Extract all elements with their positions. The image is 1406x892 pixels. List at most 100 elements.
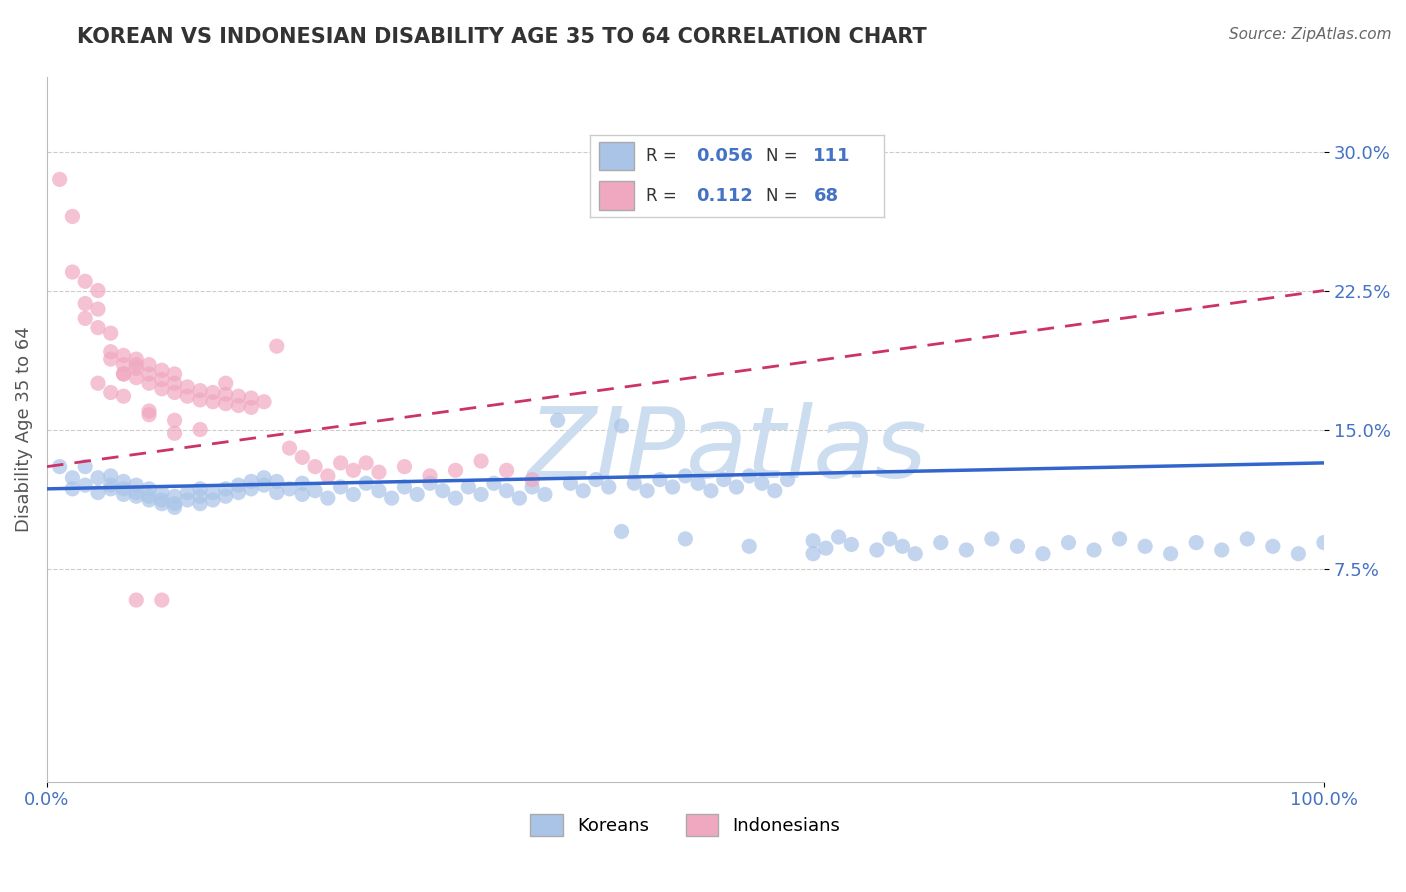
Point [367, 465, 389, 479]
Point [381, 491, 404, 505]
Point [176, 493, 198, 508]
Point [406, 487, 429, 501]
Point [125, 485, 148, 500]
Point [1211, 543, 1233, 558]
Point [266, 485, 288, 500]
Point [291, 487, 314, 501]
Point [215, 489, 238, 503]
Point [520, 480, 543, 494]
Text: ZIP: ZIP [527, 402, 685, 500]
Point [100, 385, 122, 400]
Point [738, 469, 761, 483]
Point [751, 476, 773, 491]
Point [163, 413, 186, 427]
Point [866, 543, 889, 558]
Point [470, 454, 492, 468]
Point [163, 426, 186, 441]
Point [87, 302, 110, 317]
Point [278, 441, 301, 455]
Point [138, 408, 160, 422]
Point [163, 500, 186, 515]
Point [623, 476, 645, 491]
Point [278, 482, 301, 496]
Point [150, 497, 173, 511]
Point [150, 363, 173, 377]
Point [75, 296, 97, 310]
Text: N =: N = [766, 186, 803, 204]
Text: R =: R = [645, 147, 682, 165]
Point [163, 367, 186, 381]
Point [342, 487, 364, 501]
Point [688, 476, 710, 491]
Point [291, 476, 314, 491]
Point [163, 489, 186, 503]
Point [188, 423, 211, 437]
Point [240, 401, 263, 415]
Point [1032, 547, 1054, 561]
Point [495, 463, 517, 477]
Point [495, 483, 517, 498]
Text: N =: N = [766, 147, 803, 165]
Point [138, 404, 160, 418]
Point [138, 493, 160, 508]
Point [801, 533, 824, 548]
Point [955, 543, 977, 558]
Point [827, 530, 849, 544]
FancyBboxPatch shape [599, 142, 634, 170]
Point [673, 532, 696, 546]
Point [112, 475, 135, 489]
Point [444, 491, 467, 505]
Text: 0.112: 0.112 [696, 186, 752, 204]
Point [75, 478, 97, 492]
Point [75, 274, 97, 288]
Point [150, 382, 173, 396]
Point [329, 456, 352, 470]
Point [125, 489, 148, 503]
Point [125, 478, 148, 492]
Point [138, 367, 160, 381]
Point [215, 376, 238, 391]
Point [228, 389, 250, 403]
Point [87, 284, 110, 298]
Point [841, 537, 863, 551]
Point [100, 469, 122, 483]
Point [266, 339, 288, 353]
Point [342, 463, 364, 477]
Point [1108, 532, 1130, 546]
Point [176, 485, 198, 500]
Point [150, 493, 173, 508]
Point [188, 392, 211, 407]
Point [673, 469, 696, 483]
Text: 0.056: 0.056 [696, 147, 752, 165]
Point [201, 394, 224, 409]
Point [419, 476, 441, 491]
Point [253, 478, 276, 492]
Point [547, 413, 569, 427]
Text: Source: ZipAtlas.com: Source: ZipAtlas.com [1229, 27, 1392, 42]
Point [891, 539, 914, 553]
Point [1236, 532, 1258, 546]
Point [112, 367, 135, 381]
Point [291, 450, 314, 465]
Text: atlas: atlas [685, 402, 927, 500]
Point [150, 372, 173, 386]
Point [980, 532, 1002, 546]
Point [112, 348, 135, 362]
Point [201, 385, 224, 400]
Point [215, 387, 238, 401]
Point [240, 391, 263, 405]
Point [572, 483, 595, 498]
Point [112, 367, 135, 381]
Point [48, 172, 70, 186]
Point [150, 593, 173, 607]
Point [87, 376, 110, 391]
Point [112, 389, 135, 403]
Point [725, 480, 748, 494]
Point [228, 485, 250, 500]
Point [534, 487, 557, 501]
Point [48, 459, 70, 474]
Point [482, 476, 505, 491]
Point [304, 459, 326, 474]
Point [215, 396, 238, 410]
Point [610, 418, 633, 433]
